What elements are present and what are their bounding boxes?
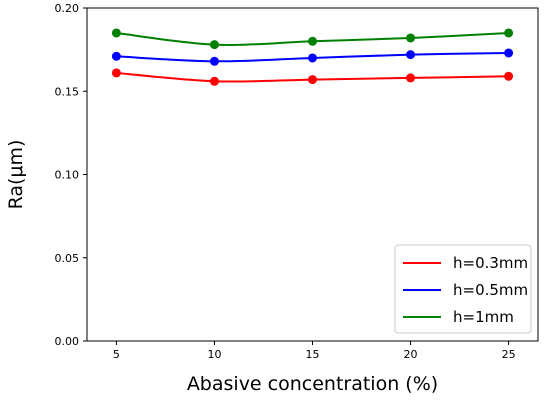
legend-item: h=0.5mm [403, 281, 528, 299]
data-point [308, 75, 317, 85]
y-tick-label: 0.20 [55, 2, 80, 15]
y-tick-label: 0.15 [55, 85, 80, 98]
data-point [308, 36, 317, 46]
x-axis: 5 10 15 20 25 [113, 341, 516, 361]
x-tick-label: 5 [113, 348, 120, 361]
y-axis: 0.00 0.05 0.10 0.15 0.20 [55, 2, 87, 348]
plot-area: 5 10 15 20 25 0.00 0.05 0.10 0.15 0.20 [55, 2, 539, 361]
legend-item: h=1mm [403, 308, 514, 326]
y-tick-label: 0.00 [55, 335, 80, 348]
data-point [209, 56, 219, 66]
data-point [406, 33, 416, 43]
data-point [111, 51, 121, 61]
legend-label: h=1mm [453, 308, 514, 326]
x-axis-title: Abasive concentration (%) [187, 373, 438, 395]
legend-box [394, 244, 532, 334]
data-point [308, 53, 317, 63]
data-point [504, 28, 514, 38]
x-tick-label: 20 [404, 348, 418, 361]
data-point [111, 68, 121, 78]
legend-item: h=0.3mm [403, 254, 528, 272]
data-point [504, 71, 514, 81]
data-point [111, 28, 121, 38]
x-tick-label: 15 [306, 348, 320, 361]
data-point [209, 40, 219, 50]
data-point [209, 76, 219, 86]
data-point [504, 48, 514, 58]
x-tick-label: 10 [207, 348, 221, 361]
legend-label: h=0.3mm [453, 254, 528, 272]
y-tick-label: 0.05 [55, 252, 80, 265]
data-point [406, 50, 416, 60]
data-point [406, 73, 416, 83]
y-tick-label: 0.10 [55, 169, 80, 182]
series-layer [111, 28, 514, 86]
y-axis-title: Ra(μm) [5, 140, 27, 210]
series-3 [111, 28, 514, 50]
series-2 [111, 48, 514, 66]
series-1 [111, 68, 514, 86]
x-tick-label: 25 [502, 348, 516, 361]
legend-label: h=0.5mm [453, 281, 528, 299]
legend: h=0.3mm h=0.5mm h=1mm [394, 244, 532, 334]
